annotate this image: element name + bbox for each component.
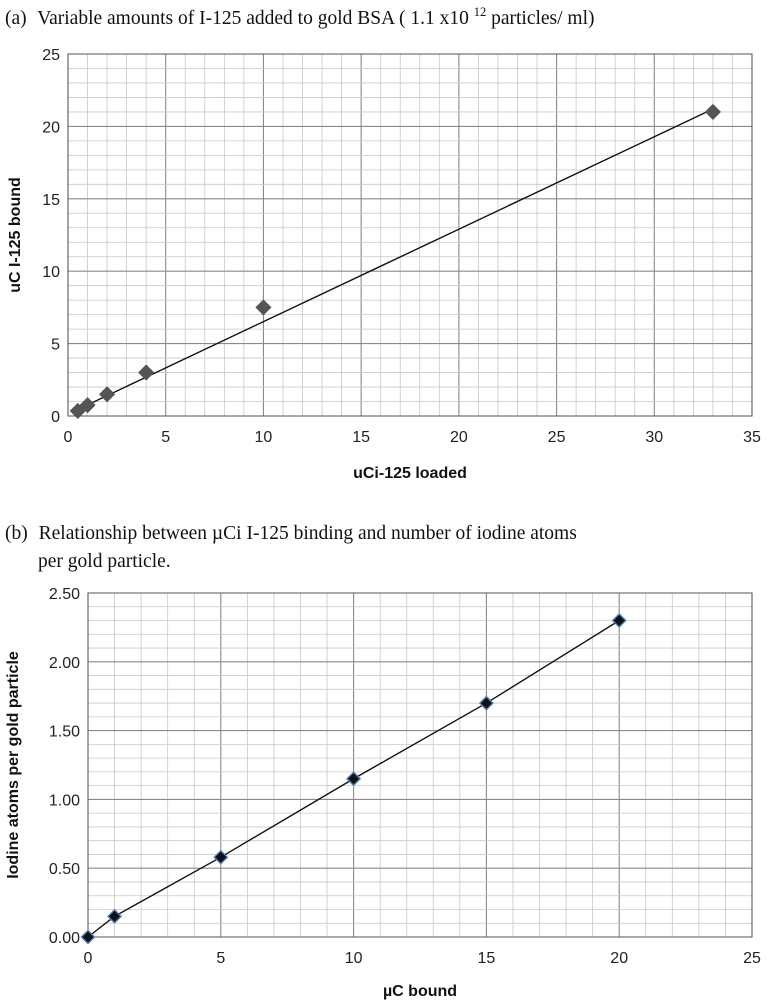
y-tick-label: 1.50 <box>49 724 80 741</box>
chart-a-plot-frame <box>67 53 753 417</box>
chart-b-title-line2: per gold particle. <box>38 551 171 572</box>
x-tick-label: 35 <box>743 429 761 446</box>
y-tick-label: 0.50 <box>49 861 80 878</box>
data-point <box>346 771 362 787</box>
data-point <box>99 386 116 403</box>
chart-b-title-line1: (b) Relationship between µCi I-125 bindi… <box>5 523 577 544</box>
chart-a-title-suffix: particles/ ml) <box>491 8 594 29</box>
chart-b-panel-label: (b) <box>5 523 28 544</box>
chart-b-series-line <box>87 619 620 938</box>
chart-b-gridlines <box>87 592 753 938</box>
x-tick-label: 30 <box>645 429 663 446</box>
chart-a-x-axis-label: uCi-125 loaded <box>353 465 467 482</box>
y-tick-label: 0 <box>51 409 60 426</box>
x-tick-label: 15 <box>352 429 370 446</box>
chart-a-panel-label: (a) <box>5 8 27 29</box>
x-tick-label: 5 <box>161 429 170 446</box>
chart-a-data-points <box>69 103 721 419</box>
data-point <box>80 929 96 945</box>
data-point <box>79 397 96 414</box>
chart-a-y-tick-labels: 0 5 10 15 20 25 <box>42 47 60 426</box>
y-tick-label: 20 <box>42 119 60 136</box>
chart-b-y-axis-label: Iodine atoms per gold particle <box>5 651 22 879</box>
y-tick-label: 10 <box>42 264 60 281</box>
data-point <box>107 908 123 924</box>
chart-a-trendline <box>77 108 714 411</box>
chart-a-y-axis-label: uC I-125 bound <box>7 177 24 293</box>
chart-b-plot-frame <box>87 592 753 938</box>
y-tick-label: 2.50 <box>49 586 80 603</box>
x-tick-label: 20 <box>610 950 628 967</box>
y-tick-label: 15 <box>42 192 60 209</box>
data-point <box>255 299 272 316</box>
data-point <box>611 613 627 629</box>
data-point <box>704 103 721 120</box>
x-tick-label: 5 <box>216 950 225 967</box>
chart-a-title-text: Variable amounts of I-125 added to gold … <box>37 8 469 29</box>
chart-a-gridlines <box>67 53 753 417</box>
x-tick-label: 10 <box>345 950 363 967</box>
chart-b-title-line1-text: Relationship between µCi I-125 binding a… <box>39 523 577 544</box>
data-point <box>478 695 494 711</box>
chart-a-title: (a) Variable amounts of I-125 added to g… <box>5 0 595 29</box>
x-tick-label: 0 <box>64 429 73 446</box>
y-tick-label: 2.00 <box>49 655 80 672</box>
y-tick-label: 1.00 <box>49 792 80 809</box>
chart-b-y-tick-labels: 0.00 0.50 1.00 1.50 2.00 2.50 <box>49 586 80 947</box>
y-tick-label: 25 <box>42 47 60 64</box>
chart-b-x-tick-labels: 0 5 10 15 20 25 <box>84 950 761 967</box>
data-point <box>138 364 155 381</box>
y-tick-label: 0.00 <box>49 930 80 947</box>
y-tick-label: 5 <box>51 337 60 354</box>
chart-panel-b: (b) Relationship between µCi I-125 bindi… <box>5 523 761 1000</box>
x-tick-label: 0 <box>84 950 93 967</box>
x-tick-label: 20 <box>450 429 468 446</box>
chart-a-title-superscript: 12 <box>474 5 487 19</box>
x-tick-label: 25 <box>548 429 566 446</box>
x-tick-label: 25 <box>743 950 761 967</box>
chart-b-x-axis-label: µC bound <box>383 983 457 1000</box>
x-tick-label: 10 <box>255 429 273 446</box>
data-point <box>213 849 229 865</box>
chart-b-data-points <box>80 613 627 945</box>
x-tick-label: 15 <box>478 950 496 967</box>
chart-a-x-tick-labels: 0 5 10 15 20 25 30 35 <box>64 429 761 446</box>
chart-panel-a: (a) Variable amounts of I-125 added to g… <box>5 0 761 482</box>
